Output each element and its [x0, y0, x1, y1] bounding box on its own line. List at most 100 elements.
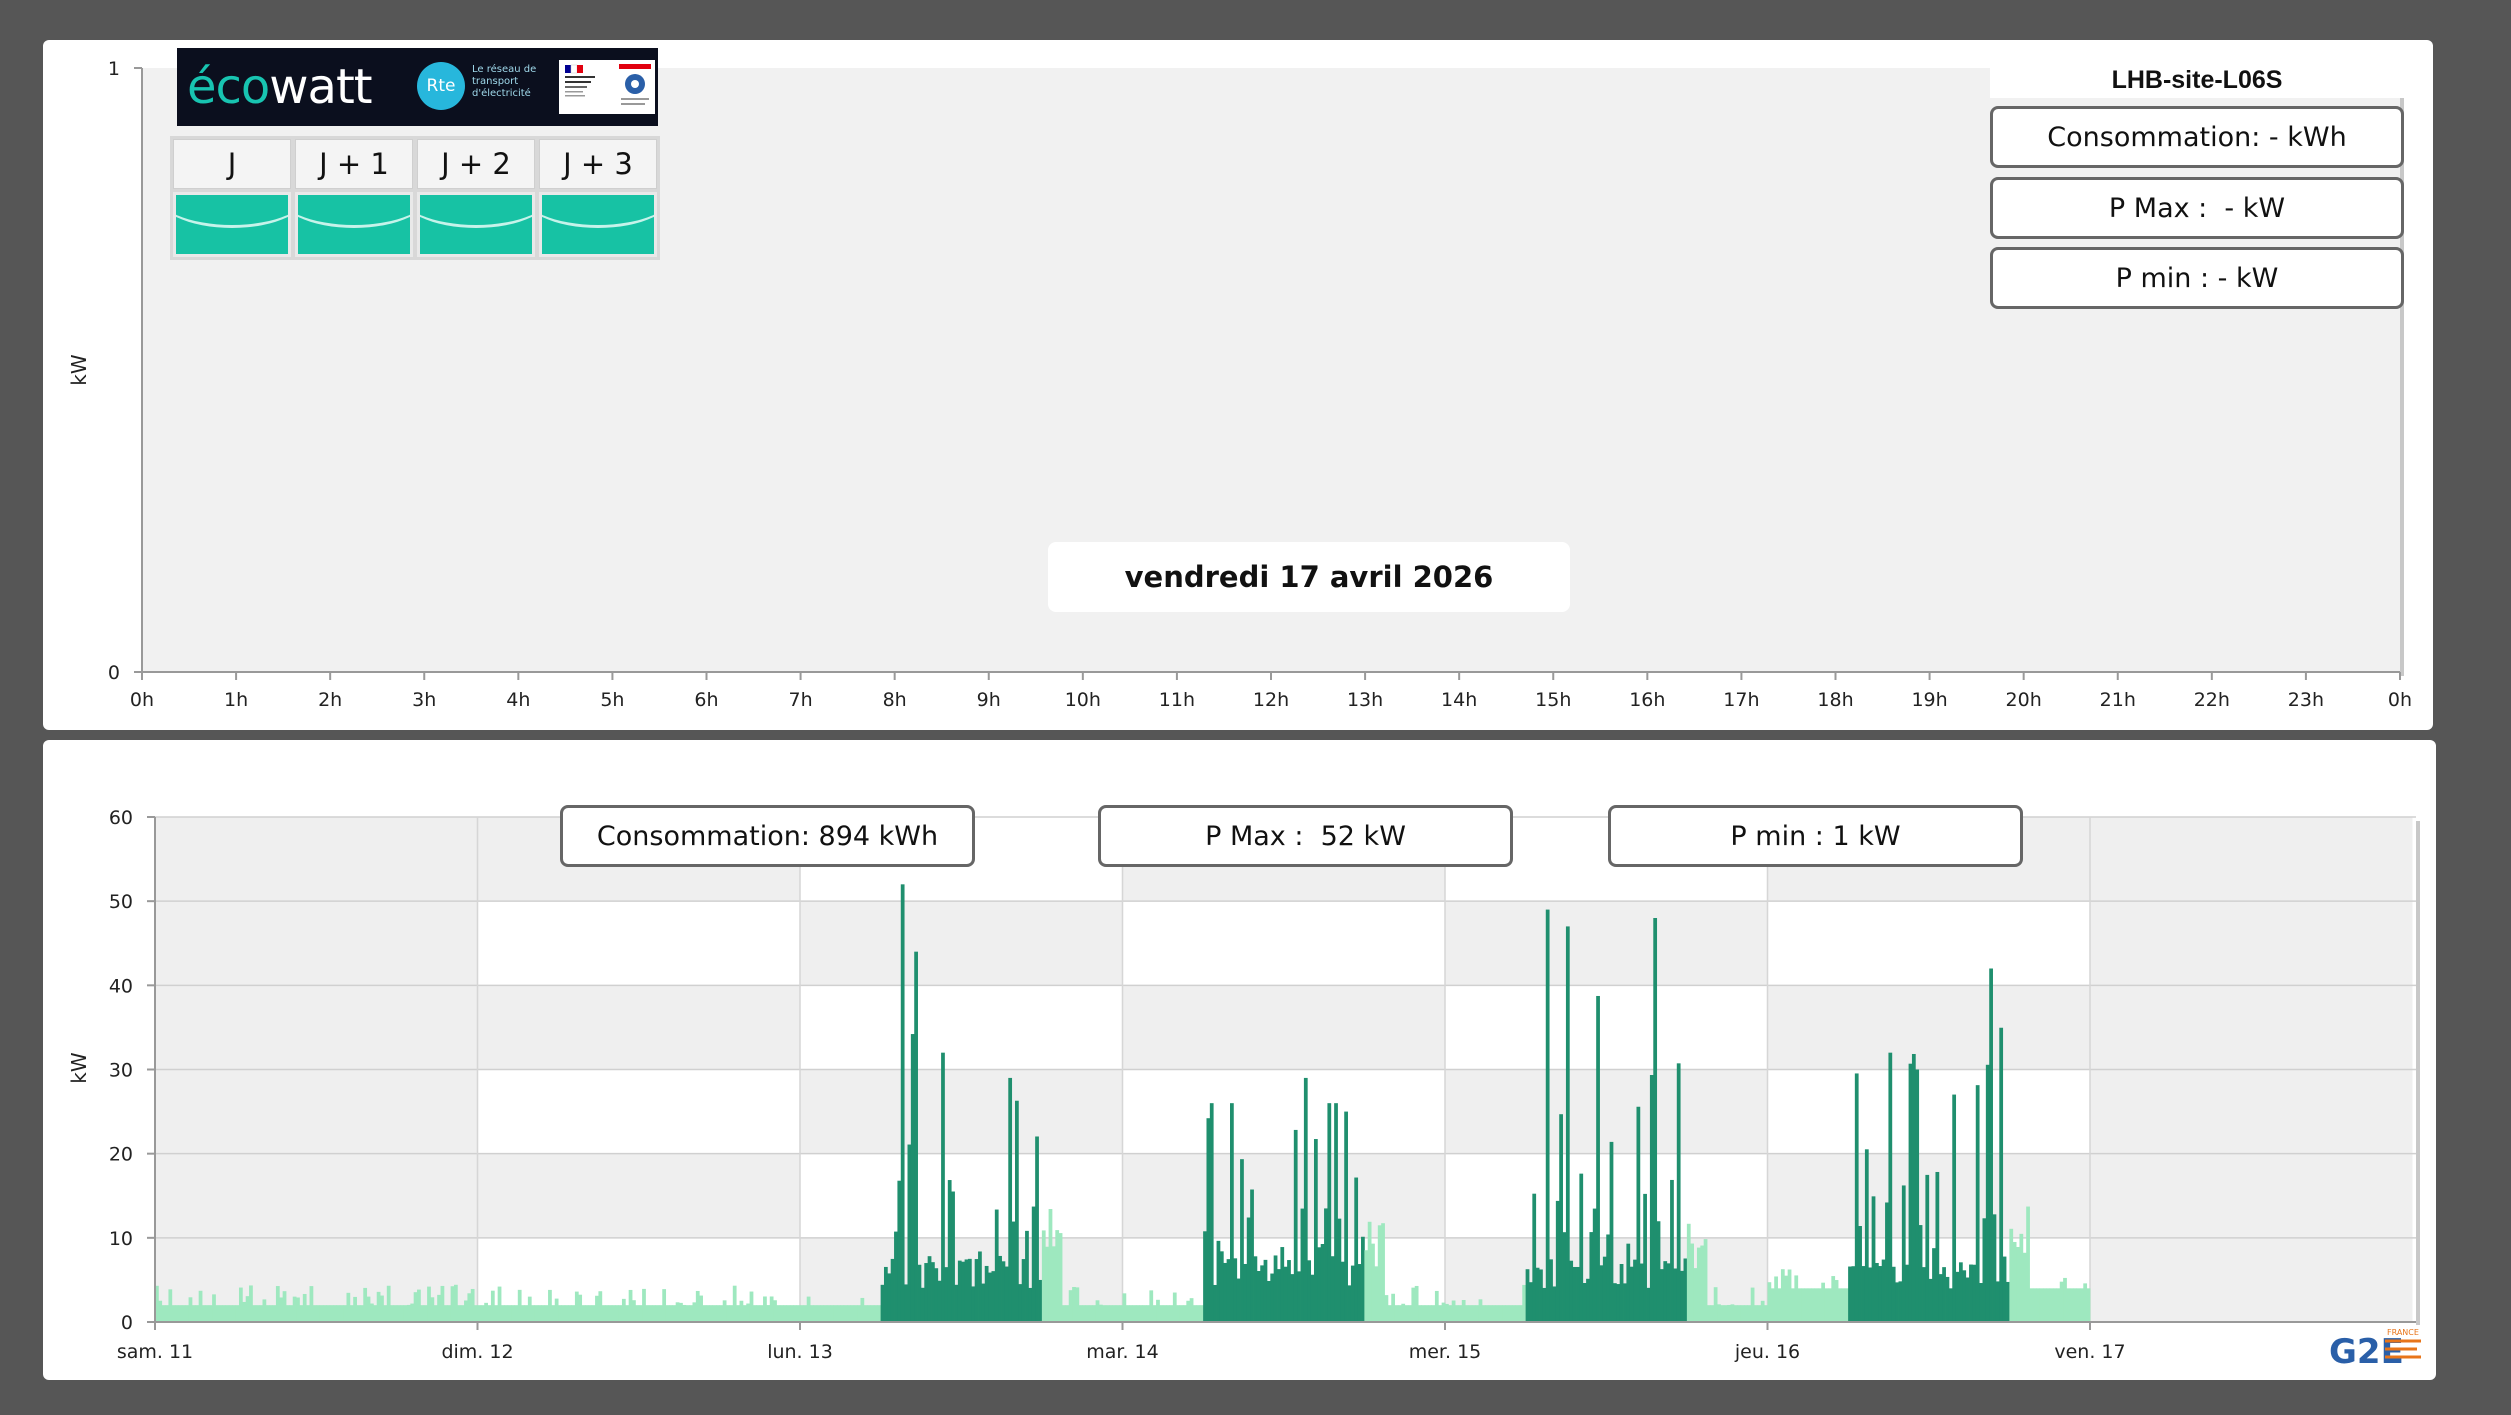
ecowatt-day-j1: J + 1: [295, 139, 413, 257]
consumption-bar-light: [181, 1305, 186, 1322]
consumption-bar: [1256, 1271, 1261, 1322]
consumption-bar-light: [2076, 1288, 2081, 1322]
consumption-bar: [1999, 1027, 2004, 1322]
grid-band: [477, 985, 800, 1070]
consumption-bar-light: [474, 1305, 478, 1322]
grid-band: [800, 1153, 1123, 1238]
consumption-bar-light: [2039, 1288, 2044, 1322]
y-tick-label: 20: [109, 1144, 133, 1166]
consumption-bar-light: [1824, 1288, 1829, 1322]
consumption-bar-light: [453, 1284, 458, 1322]
consumption-bar: [1629, 1266, 1634, 1322]
grid-band: [2090, 901, 2413, 986]
consumption-bar: [1653, 918, 1658, 1322]
grid-band: [477, 901, 800, 986]
consumption-bar: [910, 1034, 915, 1322]
consumption-bar-light: [1394, 1305, 1399, 1322]
consumption-bar: [900, 884, 905, 1322]
consumption-bar-light: [581, 1305, 586, 1322]
x-tick-label: 8h: [883, 689, 907, 711]
consumption-bar: [1958, 1262, 1963, 1322]
x-tick-label: ven. 17: [2054, 1341, 2125, 1363]
week-pmax-box: P Max : 52 kW: [1098, 805, 1513, 867]
consumption-bar-light: [591, 1305, 596, 1322]
consumption-bar-light: [225, 1305, 230, 1322]
consumption-bar-light: [803, 1305, 808, 1322]
consumption-bar-light: [1401, 1303, 1406, 1322]
consumption-bar-light: [494, 1305, 499, 1322]
grid-band: [1445, 985, 1768, 1070]
consumption-bar: [1021, 1259, 1026, 1322]
consumption-bar: [1307, 1260, 1312, 1322]
consumption-bar-light: [1065, 1305, 1070, 1322]
x-tick-label: 19h: [1911, 689, 1947, 711]
consumption-bar-light: [1518, 1305, 1523, 1322]
consumption-bar: [1317, 1247, 1322, 1322]
consumption-bar-light: [292, 1296, 297, 1322]
consumption-bar-light: [833, 1305, 838, 1322]
consumption-bar: [967, 1258, 972, 1322]
consumption-bar: [1592, 1208, 1597, 1322]
consumption-bar-light: [1428, 1305, 1432, 1322]
consumption-bar-light: [1075, 1287, 1080, 1322]
consumption-bar-light: [2032, 1288, 2037, 1322]
consumption-bar-light: [353, 1296, 357, 1322]
consumption-bar-light: [1777, 1288, 1782, 1322]
consumption-bar-light: [511, 1305, 515, 1322]
consumption-bar: [1223, 1262, 1228, 1322]
x-tick-label: 22h: [2194, 689, 2230, 711]
consumption-bar: [894, 1231, 898, 1322]
consumption-bar: [1935, 1171, 1940, 1322]
consumption-bar: [1015, 1100, 1019, 1322]
ecowatt-banner: écowatt Rte Le réseau de transport d'éle…: [177, 48, 658, 126]
consumption-bar-light: [853, 1305, 858, 1322]
consumption-bar: [1612, 1283, 1617, 1322]
consumption-bar-light: [1505, 1305, 1510, 1322]
consumption-bar-light: [1146, 1305, 1150, 1322]
consumption-bar-light: [813, 1305, 818, 1322]
consumption-bar: [1243, 1263, 1248, 1322]
consumption-bar: [947, 1180, 952, 1322]
consumption-bar-light: [682, 1304, 687, 1322]
consumption-bar-light: [1438, 1305, 1443, 1322]
x-tick-label: 12h: [1253, 689, 1289, 711]
consumption-bar-light: [289, 1305, 294, 1322]
consumption-bar-light: [1838, 1288, 1842, 1322]
consumption-bar: [1572, 1266, 1577, 1322]
consumption-bar: [2002, 1256, 2007, 1322]
consumption-bar: [1646, 1287, 1651, 1322]
consumption-bar: [974, 1259, 979, 1322]
consumption-bar-light: [806, 1296, 811, 1322]
consumption-bar-light: [440, 1285, 445, 1322]
consumption-bar-light: [574, 1291, 579, 1322]
consumption-bar: [1226, 1259, 1231, 1322]
consumption-bar-light: [259, 1305, 263, 1322]
consumption-bar: [1270, 1273, 1275, 1322]
consumption-bar: [1337, 1218, 1342, 1322]
consumption-bar-light: [155, 1285, 159, 1322]
consumption-bar-light: [406, 1304, 411, 1322]
consumption-bar: [1861, 1266, 1866, 1322]
consumption-bar-light: [544, 1305, 549, 1322]
consumption-bar-light: [339, 1305, 344, 1322]
consumption-bar: [1683, 1258, 1688, 1322]
consumption-bar: [920, 1287, 925, 1322]
consumption-bar-light: [490, 1290, 495, 1322]
consumption-bar-light: [1176, 1305, 1181, 1322]
consumption-bar: [1216, 1240, 1221, 1322]
consumption-bar: [927, 1256, 932, 1322]
consumption-bar-light: [605, 1305, 609, 1322]
consumption-bar: [951, 1191, 955, 1322]
consumption-bar-light: [1139, 1305, 1144, 1322]
consumption-bar-light: [662, 1289, 667, 1322]
consumption-bar-light: [359, 1305, 364, 1322]
consumption-bar: [1559, 1114, 1563, 1322]
consumption-bar-light: [564, 1305, 569, 1322]
consumption-bar-light: [1105, 1305, 1110, 1322]
consumption-bar-light: [1421, 1305, 1426, 1322]
consumption-bar-light: [1465, 1305, 1469, 1322]
consumption-bar: [978, 1251, 982, 1322]
consumption-bar-light: [1468, 1305, 1473, 1322]
consumption-bar-light: [863, 1305, 868, 1322]
consumption-bar: [1851, 1266, 1856, 1322]
